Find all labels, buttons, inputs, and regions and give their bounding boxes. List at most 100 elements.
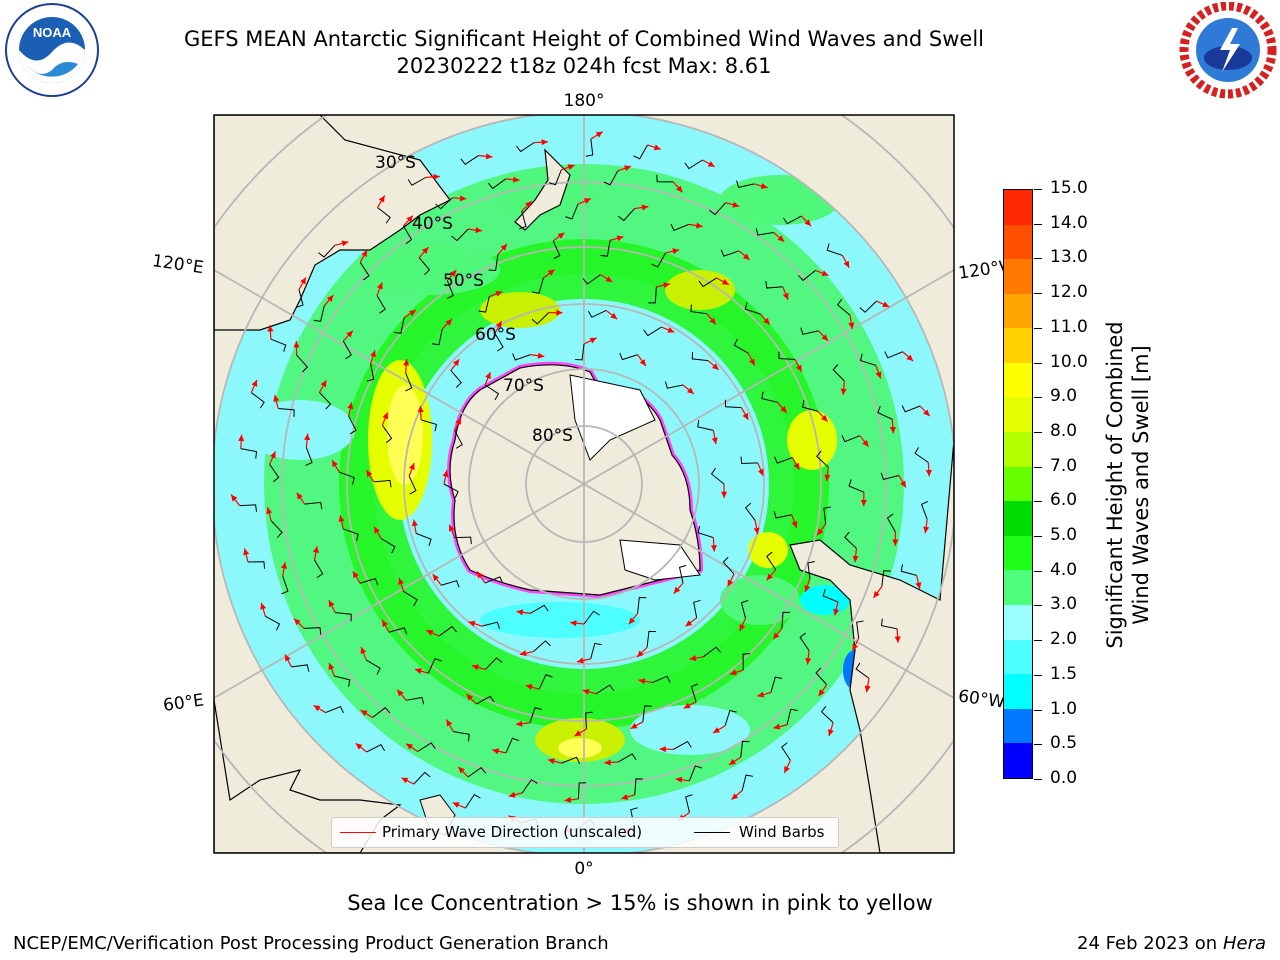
colorbar-tick (1034, 674, 1042, 676)
wave-direction-arrowhead (508, 791, 516, 798)
wind-barb (421, 419, 438, 432)
wind-barb (766, 551, 777, 570)
wave-direction-arrowhead (293, 341, 300, 348)
wind-barb (690, 683, 699, 702)
lon-label-0: 0° (574, 859, 593, 879)
wind-barb (724, 709, 737, 727)
wave-direction-arrowhead (270, 451, 276, 459)
wave-direction-arrowhead (366, 470, 373, 478)
wind-barb (529, 707, 542, 724)
wind-barb (577, 782, 587, 799)
wave-direction-arrowhead (338, 515, 345, 523)
chart-title: GEFS MEAN Antarctic Significant Height o… (183, 27, 985, 51)
wave-direction-arrowhead (589, 337, 597, 344)
wave-direction-arrowhead (777, 235, 785, 242)
wave-direction-arrowhead (231, 494, 238, 502)
wind-barb (744, 502, 756, 521)
wind-barb (722, 556, 735, 575)
wind-barb (561, 756, 580, 764)
wind-barb (741, 774, 753, 791)
wind-barb (516, 142, 535, 153)
wave-direction-arrowhead (742, 412, 749, 420)
wave-direction-arrowhead (616, 235, 624, 242)
wave-direction-arrowhead (892, 539, 899, 546)
wind-barb (884, 351, 903, 359)
wave-direction-arrowhead (401, 777, 409, 784)
wind-barb (366, 659, 381, 675)
colorbar-segment (1004, 605, 1032, 640)
colorbar-segment (1004, 570, 1032, 606)
wave-direction-arrowhead (780, 406, 787, 413)
colorbar-tick-label: 2.0 (1050, 629, 1078, 650)
wave-direction-arrowhead (583, 198, 591, 204)
wave-direction-arrowhead (414, 668, 422, 674)
wave-direction-arrowhead (433, 173, 440, 180)
wave-direction-arrowhead (485, 153, 493, 160)
wave-direction-arrowhead (260, 602, 267, 610)
wind-barb (619, 352, 638, 361)
colorbar-tick (1034, 258, 1042, 260)
wind-barb (914, 447, 929, 463)
wave-direction-arrowhead (273, 394, 280, 402)
wind-barb (799, 632, 810, 651)
wind-barb (342, 340, 352, 360)
wind-barb (291, 664, 310, 672)
wind-barb (519, 210, 527, 230)
wind-barb (800, 327, 819, 335)
wind-barb (538, 674, 553, 690)
wind-barb (670, 223, 690, 232)
wind-barb (342, 528, 359, 542)
wind-barb (366, 363, 375, 382)
wind-barb (296, 289, 304, 308)
wave-direction-arrowhead (472, 664, 479, 671)
sea-ice-note: Sea Ice Concentration > 15% is shown in … (347, 891, 933, 915)
wave-direction-arrowhead (238, 434, 245, 442)
wave-direction-arrowhead (537, 352, 545, 359)
colorbar-tick (1034, 570, 1042, 572)
wave-direction-arrowhead (382, 412, 389, 420)
wave-direction-arrowhead (452, 802, 460, 808)
wind-barb (484, 384, 500, 401)
wave-direction-arrowhead (293, 618, 301, 626)
wave-direction-arrowhead (848, 322, 855, 329)
wave-direction-arrowhead (320, 380, 327, 388)
wave-direction-arrowhead (304, 433, 311, 441)
wind-barb (413, 771, 431, 785)
wave-direction-arrowhead (453, 359, 460, 367)
wind-barb (552, 240, 561, 260)
colorbar-tick-label: 5.0 (1050, 525, 1078, 546)
wave-direction-arrowhead (352, 571, 359, 579)
colorbar-tick-label: 13.0 (1050, 247, 1088, 268)
wave-direction-arrowhead (610, 312, 618, 320)
wave-direction-arrowhead (638, 678, 646, 685)
colorbar-tick-label: 0.5 (1050, 733, 1078, 754)
wind-barb (733, 338, 749, 354)
wind-barb (856, 620, 864, 639)
wind-barb (688, 765, 703, 782)
wave-direction-arrowhead (251, 379, 258, 387)
wind-barb (359, 578, 379, 586)
colorbar-tick (1034, 779, 1042, 780)
wave-direction-arrowhead (663, 282, 671, 289)
noaa-logo: NOAA (5, 3, 99, 97)
wave-direction-arrowhead (477, 571, 484, 579)
wave-direction-arrowhead (824, 474, 831, 482)
colorbar-tick-label: 3.0 (1050, 594, 1078, 615)
wind-barb (325, 705, 344, 714)
wave-direction-arrowhead (731, 793, 739, 800)
wave-direction-arrowhead (864, 685, 871, 693)
wind-barb (377, 207, 391, 224)
wave-direction-arrowhead (459, 195, 467, 202)
wave-direction-arrowhead (411, 519, 418, 527)
wave-direction-arrowhead (468, 620, 476, 627)
wave-direction-arrowhead (576, 657, 584, 664)
wind-barb (454, 430, 463, 449)
wave-direction-arrowhead (729, 669, 737, 676)
colorbar-tick (1034, 397, 1042, 399)
wave-direction-arrowhead (347, 402, 354, 410)
wave-direction-arrowhead (582, 688, 590, 695)
wind-barb (720, 249, 740, 257)
wave-direction-arrowhead (406, 743, 414, 750)
wind-barb (637, 596, 647, 614)
